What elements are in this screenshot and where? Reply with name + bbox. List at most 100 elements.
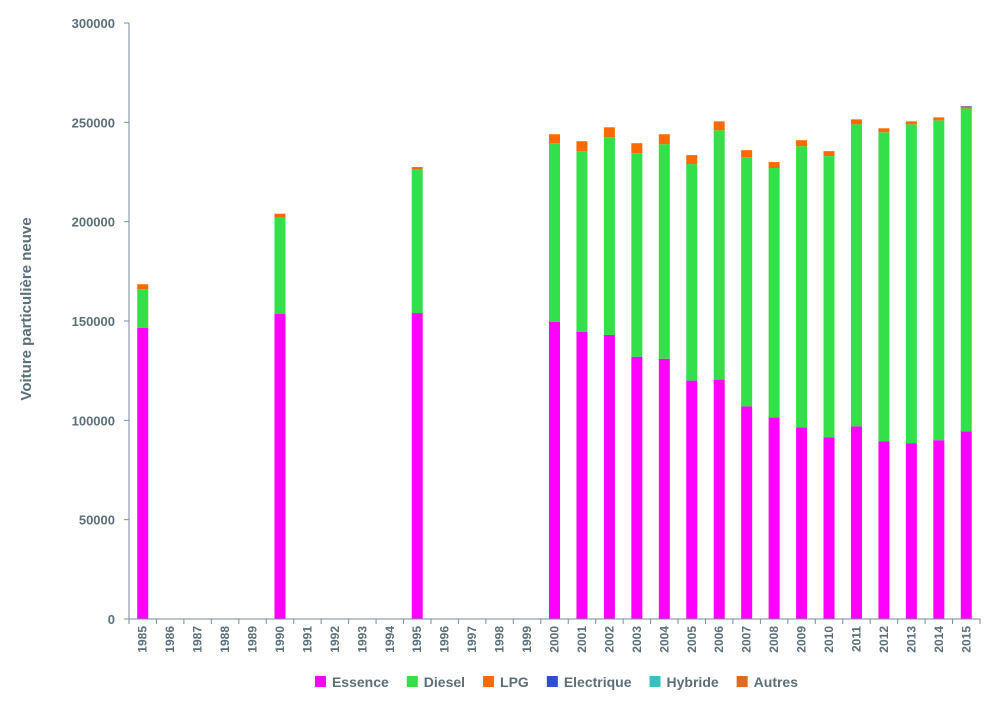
- bar-segment-lpg-2008: [768, 162, 780, 169]
- bar-segment-diesel-2005: [686, 164, 698, 381]
- legend-item-essence: Essence: [314, 674, 389, 690]
- bar-segment-lpg-2014: [933, 117, 945, 121]
- legend-swatch: [406, 676, 418, 687]
- x-tick-label: 1997: [465, 626, 479, 653]
- bar-segment-diesel-2015: [960, 108, 972, 432]
- x-tick-label: 1988: [218, 626, 232, 653]
- legend-item-autres: Autres: [736, 674, 799, 690]
- bar-segment-diesel-2004: [658, 144, 670, 359]
- x-axis-ticks: 1985 1986 1987 1988 1989 1990 1991 1992 1993 1994…: [128, 619, 981, 653]
- x-tick-label: 1991: [300, 626, 314, 653]
- bar-segment-diesel-2006: [713, 130, 725, 380]
- bar-segment-essence-1990: [274, 314, 286, 619]
- bar-segment-diesel-2013: [905, 124, 917, 444]
- x-tick-label: 2007: [740, 626, 754, 653]
- bar-segment-diesel-2007: [741, 157, 753, 407]
- legend-swatch: [736, 676, 748, 687]
- bar-segment-lpg-2013: [905, 121, 917, 125]
- x-tick-label: 2008: [767, 626, 781, 653]
- bar-segment-diesel-2001: [576, 151, 588, 332]
- x-tick-label: 1994: [383, 626, 397, 653]
- x-tick-label: 1998: [493, 626, 507, 653]
- bars: [137, 106, 972, 619]
- bar-segment-diesel-2003: [631, 153, 643, 357]
- bar-segment-diesel-2012: [878, 132, 890, 442]
- legend-swatch: [314, 676, 326, 687]
- y-tick-label: 100000: [72, 413, 115, 428]
- bar-segment-essence-2006: [713, 379, 725, 619]
- bar-segment-essence-2007: [741, 406, 753, 619]
- x-tick-label: 1987: [191, 626, 205, 653]
- x-tick-label: 1995: [410, 626, 424, 653]
- x-tick-label: 2006: [712, 626, 726, 653]
- y-axis-label: Voiture particulière neuve: [18, 217, 35, 400]
- bar-segment-lpg-1990: [274, 213, 286, 218]
- y-tick-label: 0: [108, 612, 115, 627]
- legend-swatch: [649, 676, 661, 687]
- bar-segment-diesel-2014: [933, 120, 945, 441]
- x-tick-label: 2002: [602, 626, 616, 653]
- bar-segment-diesel-1990: [274, 217, 286, 315]
- axes: [128, 23, 980, 620]
- bar-segment-diesel-2008: [768, 168, 780, 418]
- bar-segment-lpg-2002: [603, 127, 615, 138]
- bar-segment-lpg-2005: [686, 155, 698, 165]
- x-tick-label: 2003: [630, 626, 644, 653]
- legend-label: Electrique: [564, 674, 632, 690]
- bar-segment-essence-2014: [933, 440, 945, 619]
- bar-segment-lpg-2015: [960, 106, 972, 109]
- bar-segment-diesel-2010: [823, 156, 835, 438]
- legend-item-diesel: Diesel: [406, 674, 465, 690]
- bar-segment-diesel-2002: [603, 137, 615, 335]
- y-tick-label: 250000: [72, 115, 115, 130]
- bar-segment-essence-2013: [905, 443, 917, 619]
- bar-segment-diesel-1995: [411, 169, 423, 314]
- bar-segment-essence-2008: [768, 417, 780, 619]
- y-tick-label: 50000: [79, 513, 115, 528]
- legend-swatch: [546, 676, 558, 687]
- x-tick-label: 2014: [932, 626, 946, 653]
- bar-segment-essence-2005: [686, 380, 698, 619]
- bar-segment-essence-1995: [411, 313, 423, 619]
- bar-segment-essence-2009: [796, 427, 808, 619]
- bar-segment-diesel-1985: [137, 289, 149, 328]
- x-tick-label: 2013: [904, 626, 918, 653]
- bar-segment-lpg-2012: [878, 128, 890, 133]
- bar-segment-essence-2012: [878, 441, 890, 619]
- x-tick-label: 2009: [795, 626, 809, 653]
- y-axis-label-group: Voiture particulière neuve: [18, 217, 35, 400]
- bar-segment-essence-2000: [549, 321, 560, 619]
- x-tick-label: 1990: [273, 626, 287, 653]
- x-tick-label: 2000: [548, 626, 562, 653]
- bar-segment-lpg-1995: [411, 167, 423, 170]
- legend-label: Essence: [332, 674, 389, 690]
- bar-segment-lpg-2004: [658, 134, 670, 145]
- bar-segment-diesel-2011: [850, 124, 862, 427]
- legend-item-lpg: LPG: [483, 674, 529, 690]
- x-tick-label: 2005: [685, 626, 699, 653]
- legend-label: Autres: [754, 674, 799, 690]
- legend-label: Diesel: [424, 674, 465, 690]
- bar-segment-lpg-1985: [137, 284, 149, 290]
- legend-item-hybride: Hybride: [649, 674, 719, 690]
- bar-segment-lpg-2009: [796, 140, 808, 147]
- y-tick-label: 300000: [72, 16, 115, 31]
- legend-label: Hybride: [667, 674, 719, 690]
- x-tick-label: 2010: [822, 626, 836, 653]
- x-tick-label: 1992: [328, 626, 342, 653]
- bar-segment-essence-1985: [137, 327, 149, 619]
- legend: Essence Diesel LPG Electrique Hybride Autres: [314, 674, 799, 690]
- bar-segment-lpg-2003: [631, 143, 643, 154]
- x-tick-label: 2004: [657, 626, 671, 653]
- legend-label: LPG: [500, 674, 529, 690]
- bar-segment-essence-2015: [960, 431, 972, 619]
- x-tick-label: 2011: [849, 626, 863, 652]
- bar-segment-lpg-2007: [741, 150, 753, 158]
- bar-segment-essence-2003: [631, 356, 643, 619]
- bar-segment-essence-2010: [823, 437, 835, 619]
- x-tick-label: 1985: [136, 626, 150, 653]
- bar-segment-lpg-2000: [549, 134, 560, 144]
- y-tick-label: 200000: [72, 215, 115, 230]
- bar-segment-diesel-2009: [796, 146, 808, 428]
